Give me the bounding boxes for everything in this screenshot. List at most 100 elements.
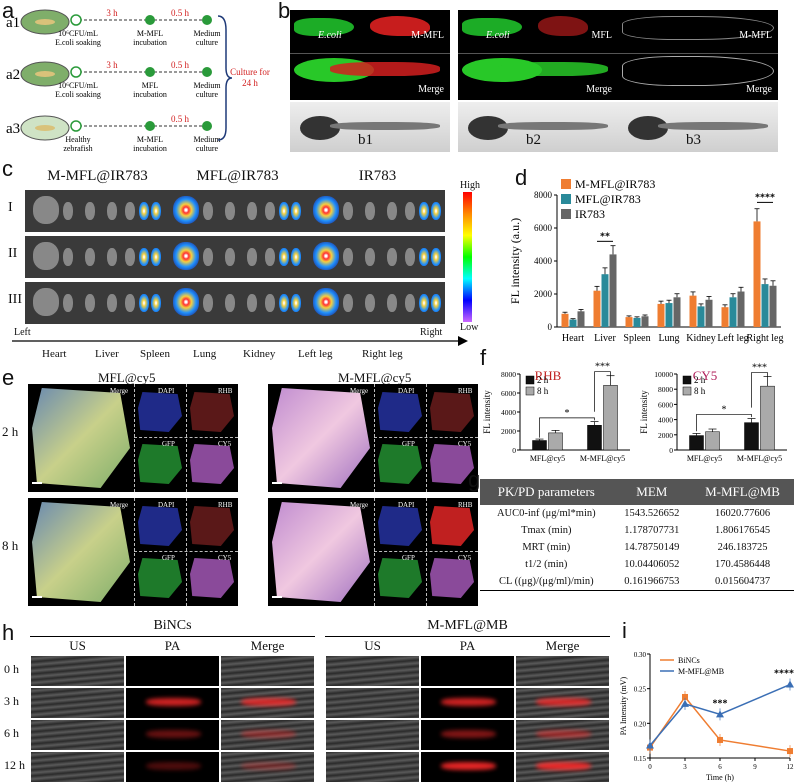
organ-signal	[419, 202, 429, 220]
channel-label: RHB	[218, 501, 233, 509]
step2-label: M-MFL incubation	[133, 135, 167, 153]
table-cell: 16020.77606	[714, 508, 771, 519]
panel-b-group-b1: E.coli M-MFL Merge b1	[290, 10, 450, 152]
table-row: AUC0-inf (μg/ml*min) 1543.526652 16020.776…	[480, 505, 794, 522]
channel-label: GFP	[162, 554, 175, 562]
tissue-image: Merge DAPI RHB GFP CY5	[268, 498, 478, 606]
legend-swatch	[525, 386, 535, 396]
brightfield-image: b1	[290, 102, 450, 152]
table-cell: CL ((μg)/(μg/ml)/min)	[499, 576, 594, 587]
y-tick-label: 4000	[534, 256, 553, 266]
organ-image	[165, 236, 305, 278]
legend-swatch	[561, 179, 571, 189]
organ-label: Liver	[95, 348, 119, 360]
channel-label: CY5	[458, 554, 472, 562]
series-line	[649, 683, 791, 747]
significance-label: **	[600, 231, 610, 242]
organ-signal	[107, 294, 117, 312]
step-marker	[145, 121, 155, 131]
y-tick-label: 0	[669, 446, 673, 455]
organ-image	[305, 282, 445, 324]
panel-b-group-b3: M-MFL Merge b3	[618, 10, 778, 152]
us-image	[31, 688, 124, 718]
scale-low-label: Low	[460, 322, 479, 333]
brightfield-image: b2	[458, 102, 618, 152]
row-label: 0 h	[4, 662, 19, 676]
pa-image	[126, 688, 219, 718]
channel-label: Merge	[350, 501, 369, 509]
divider	[186, 498, 188, 606]
us-image	[31, 752, 124, 782]
bar	[705, 431, 720, 451]
bar	[587, 425, 602, 451]
significance-label: ***	[713, 698, 728, 709]
legend-label: 2 h	[537, 375, 549, 385]
rhb-channel	[430, 506, 474, 546]
group-label: b2	[526, 132, 541, 148]
pa-signal	[241, 762, 296, 770]
divider	[374, 498, 376, 606]
row-label-a2: a2	[6, 67, 20, 83]
step-marker	[202, 121, 212, 131]
table-cell: MRT (min)	[522, 542, 571, 553]
us-image	[326, 688, 419, 718]
y-tick-label: 6000	[658, 400, 673, 409]
channel-label: CY5	[458, 440, 472, 448]
channel-label: RHB	[218, 387, 233, 395]
bar	[744, 422, 759, 451]
table-header-cell: MEM	[636, 484, 668, 499]
y-tick-label: 4000	[501, 408, 516, 417]
x-tick-label: Left leg	[717, 333, 748, 344]
y-tick-label: 0	[512, 446, 516, 455]
pa-image	[126, 720, 219, 750]
group-underline	[325, 636, 610, 637]
us-image	[326, 752, 419, 782]
pa-signal	[441, 698, 496, 706]
fluorescence-image: M-MFL Merge	[618, 10, 778, 100]
y-tick-label: 8000	[534, 190, 553, 200]
us-image	[326, 656, 419, 686]
organ-signal	[33, 288, 59, 316]
merge-image	[516, 720, 609, 750]
organ-signal	[85, 294, 95, 312]
y-tick-label: 10000	[654, 370, 673, 379]
panel-label-f: f	[480, 345, 487, 370]
organ-signal	[63, 248, 73, 266]
organ-signal	[343, 294, 353, 312]
group-label: b1	[358, 132, 373, 148]
merge-label: Merge	[586, 84, 612, 95]
series-line	[649, 695, 791, 752]
divider	[426, 384, 428, 492]
row-label: III	[8, 292, 22, 307]
x-tick-label: 3	[683, 763, 687, 771]
y-tick-label: 0.30	[634, 651, 647, 659]
us-image	[31, 656, 124, 686]
pa-signal	[241, 730, 296, 738]
chart-title: CY5	[693, 368, 718, 383]
bar	[657, 303, 665, 327]
x-tick-label: MFL@cy5	[530, 454, 565, 463]
organ-signal	[173, 242, 199, 270]
x-tick-label: Liver	[594, 333, 616, 344]
panel-a-schematic: a1 3 h 0.5 h 10⁶CFU/mL E.coli soaking M-MFL in…	[6, 8, 270, 153]
step2-label: M-MFL incubation	[133, 29, 167, 47]
channel-label: E.coli	[486, 30, 510, 41]
x-tick-label: 6	[718, 763, 722, 771]
pa-image	[421, 688, 514, 718]
table-row: CL ((μg)/(μg/ml)/min) 0.161966753 0.015604…	[480, 573, 794, 591]
bar	[689, 435, 704, 451]
organ-signal	[265, 248, 275, 266]
x-tick-label: Heart	[562, 333, 584, 344]
organ-signal	[431, 202, 441, 220]
bar	[601, 274, 609, 327]
divider	[374, 551, 478, 553]
merge-image	[221, 720, 314, 750]
organ-signal	[125, 294, 135, 312]
right-label: Right	[420, 327, 443, 338]
organ-label: Right leg	[362, 348, 403, 360]
x-tick-label: Kidney	[686, 333, 715, 344]
channel-label: Merge	[350, 387, 369, 395]
organ-image	[165, 282, 305, 324]
dapi-channel	[138, 506, 182, 546]
y-tick-label: 2000	[534, 289, 553, 299]
